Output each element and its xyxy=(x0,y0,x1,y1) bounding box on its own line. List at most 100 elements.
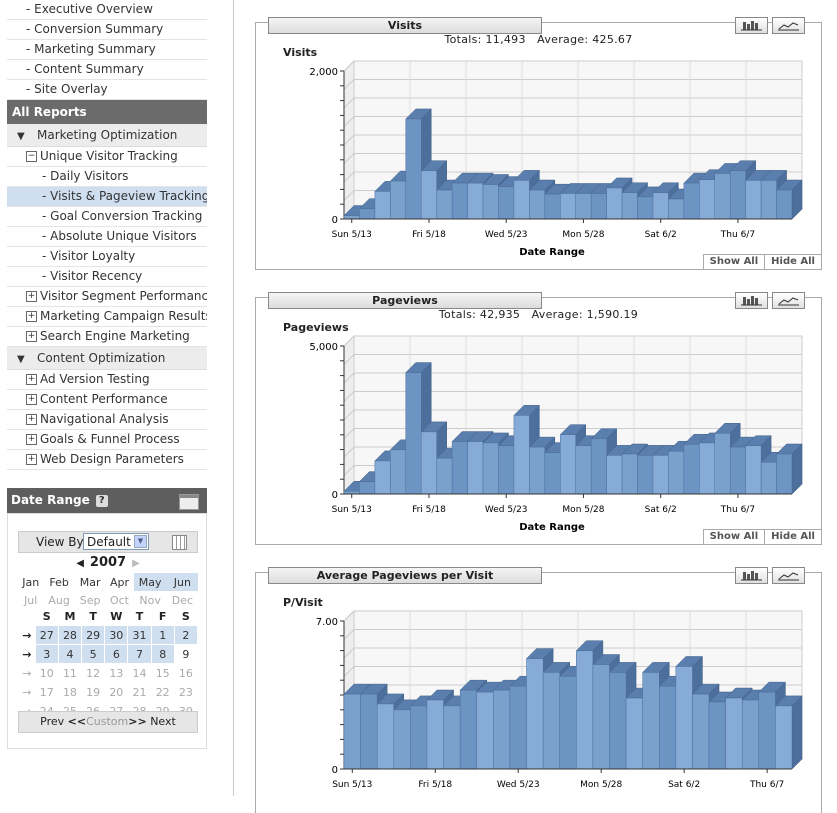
bar-chart-toggle-button[interactable] xyxy=(735,567,768,584)
gridline-side xyxy=(343,372,355,384)
nav-item-top[interactable]: - Conversion Summary xyxy=(7,20,207,40)
week-select-arrow-icon[interactable]: → xyxy=(18,682,36,702)
content-report-item[interactable]: + Navigational Analysis xyxy=(7,410,207,430)
nav-item-top[interactable]: - Content Summary xyxy=(7,60,207,80)
nav-label: Visitor Segment Performance xyxy=(40,289,207,303)
day-cell[interactable]: 13 xyxy=(104,663,129,683)
day-cell[interactable]: 9 xyxy=(173,644,199,664)
nav-item-top[interactable]: - Executive Overview xyxy=(7,0,207,20)
bar xyxy=(775,443,803,495)
bar-front xyxy=(526,658,544,770)
line-chart-toggle-button[interactable] xyxy=(772,567,805,584)
day-cell[interactable]: 3 xyxy=(34,644,59,664)
month-cell[interactable]: May xyxy=(133,573,167,591)
bar-front xyxy=(609,672,627,770)
expand-plus-icon[interactable]: + xyxy=(26,291,37,302)
x-tick-label: Fri 5/18 xyxy=(412,230,446,240)
week-select-arrow-icon[interactable]: → xyxy=(18,644,36,664)
day-cell[interactable]: 15 xyxy=(150,663,175,683)
nav-item-top[interactable]: - Marketing Summary xyxy=(7,40,207,60)
week-select-arrow-icon[interactable]: → xyxy=(18,663,36,683)
day-cell[interactable]: 8 xyxy=(150,644,175,664)
month-cell[interactable]: Apr xyxy=(109,575,129,589)
uvt-item[interactable]: - Absolute Unique Visitors xyxy=(7,227,207,247)
collapse-minus-icon[interactable]: − xyxy=(26,151,37,162)
day-cell[interactable]: 23 xyxy=(173,682,199,702)
day-cell[interactable]: 27 xyxy=(34,625,59,645)
expand-plus-icon[interactable]: + xyxy=(26,454,37,465)
expand-plus-icon[interactable]: + xyxy=(26,374,37,385)
day-cell[interactable]: 21 xyxy=(127,682,152,702)
day-cell[interactable]: 5 xyxy=(81,644,106,664)
prev-year-icon[interactable]: ◀ xyxy=(76,558,84,569)
day-cell[interactable]: 1 xyxy=(150,625,175,645)
x-tick-label: Fri 5/18 xyxy=(418,780,452,790)
nav-item-top[interactable]: - Site Overlay xyxy=(7,80,207,100)
day-cell[interactable]: 19 xyxy=(81,682,106,702)
month-cell[interactable]: Feb xyxy=(49,575,69,589)
line-chart-toggle-button[interactable] xyxy=(772,292,805,309)
day-cell[interactable]: 28 xyxy=(57,625,83,645)
day-cell[interactable]: 31 xyxy=(127,625,152,645)
hide-all-button[interactable]: Hide All xyxy=(764,530,821,544)
day-cell[interactable]: 29 xyxy=(81,625,106,645)
view-by-select[interactable]: Default ▼ xyxy=(83,533,149,550)
content-report-item[interactable]: + Content Performance xyxy=(7,390,207,410)
uvt-item[interactable]: - Visits & Pageview Tracking xyxy=(7,187,207,207)
day-cell[interactable]: 18 xyxy=(57,682,83,702)
month-cell[interactable]: Jan xyxy=(22,575,40,589)
gridline-side xyxy=(343,409,355,421)
uvt-item[interactable]: - Goal Conversion Tracking xyxy=(7,207,207,227)
day-cell[interactable]: 22 xyxy=(150,682,175,702)
expand-plus-icon[interactable]: + xyxy=(26,414,37,425)
prev-button[interactable]: Prev xyxy=(40,715,65,728)
marketing-report-item[interactable]: + Search Engine Marketing xyxy=(7,327,207,347)
x-tick-label: Sun 5/13 xyxy=(332,505,372,515)
bar-front xyxy=(699,179,716,220)
month-cell[interactable]: Jun xyxy=(166,573,198,591)
month-cell[interactable]: Mar xyxy=(79,575,101,589)
day-cell[interactable]: 4 xyxy=(57,644,83,664)
day-cell[interactable]: 17 xyxy=(34,682,59,702)
expand-plus-icon[interactable]: + xyxy=(26,311,37,322)
bar-chart-toggle-button[interactable] xyxy=(735,17,768,34)
calendar-icon[interactable] xyxy=(179,494,199,510)
content-optimization-group[interactable]: ▼ Content Optimization xyxy=(7,347,207,370)
content-report-item[interactable]: + Goals & Funnel Process xyxy=(7,430,207,450)
show-all-button[interactable]: Show All xyxy=(709,256,759,267)
show-all-button[interactable]: Show All xyxy=(709,531,759,542)
content-report-item[interactable]: + Web Design Parameters xyxy=(7,450,207,470)
hide-all-button[interactable]: Hide All xyxy=(764,255,821,269)
line-chart-toggle-button[interactable] xyxy=(772,17,805,34)
day-cell[interactable]: 14 xyxy=(127,663,152,683)
content-report-item[interactable]: + Ad Version Testing xyxy=(7,370,207,390)
next-year-icon[interactable]: ▶ xyxy=(132,558,140,569)
unique-visitor-tracking[interactable]: − Unique Visitor Tracking xyxy=(7,147,207,167)
bar-chart-toggle-button[interactable] xyxy=(735,292,768,309)
day-cell[interactable]: 12 xyxy=(81,663,106,683)
marketing-optimization-group[interactable]: ▼ Marketing Optimization xyxy=(7,124,207,147)
uvt-item[interactable]: - Visitor Recency xyxy=(7,267,207,287)
week-select-arrow-icon[interactable]: → xyxy=(18,625,36,645)
calendar-grid-icon[interactable] xyxy=(172,535,187,550)
marketing-report-item[interactable]: + Marketing Campaign Results xyxy=(7,307,207,327)
day-cell[interactable]: 6 xyxy=(104,644,129,664)
day-cell[interactable]: 2 xyxy=(173,625,199,645)
day-cell[interactable]: 30 xyxy=(104,625,129,645)
expand-plus-icon[interactable]: + xyxy=(26,331,37,342)
day-cell[interactable]: 11 xyxy=(57,663,83,683)
x-tick-label: Sat 6/2 xyxy=(645,505,677,515)
marketing-report-item[interactable]: + Visitor Segment Performance xyxy=(7,287,207,307)
day-cell[interactable]: 10 xyxy=(34,663,59,683)
expand-plus-icon[interactable]: + xyxy=(26,434,37,445)
expand-plus-icon[interactable]: + xyxy=(26,394,37,405)
custom-button[interactable]: Custom xyxy=(86,715,129,728)
bar-front xyxy=(393,709,411,770)
next-button[interactable]: Next xyxy=(150,715,176,728)
day-cell[interactable]: 16 xyxy=(173,663,199,683)
help-icon[interactable]: ? xyxy=(95,494,108,507)
day-cell[interactable]: 20 xyxy=(104,682,129,702)
uvt-item[interactable]: - Visitor Loyalty xyxy=(7,247,207,267)
day-cell[interactable]: 7 xyxy=(127,644,152,664)
uvt-item[interactable]: - Daily Visitors xyxy=(7,167,207,187)
